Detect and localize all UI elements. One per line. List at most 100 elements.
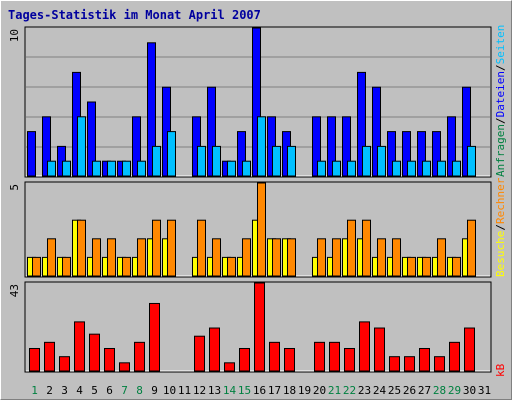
bar-anfragen <box>447 116 456 177</box>
day-label: 7 <box>121 384 128 397</box>
bar-kb <box>74 321 85 372</box>
bar-kb <box>344 347 355 372</box>
bar-dateien <box>437 160 446 177</box>
bar-rechner <box>392 238 401 277</box>
bar-dateien <box>422 160 431 177</box>
bar-dateien <box>317 160 326 177</box>
bar-rechner <box>272 238 281 277</box>
day-label: 13 <box>208 384 221 397</box>
bar-kb <box>119 362 130 372</box>
bar-anfragen <box>147 42 156 177</box>
bar-anfragen <box>27 131 36 177</box>
bar-kb <box>284 347 295 372</box>
bar-rechner <box>407 256 416 277</box>
bar-rechner <box>212 238 221 277</box>
day-label: 26 <box>403 384 416 397</box>
day-label: 22 <box>343 384 356 397</box>
bar-dateien <box>227 160 236 177</box>
day-label: 28 <box>433 384 446 397</box>
bar-anfragen <box>252 27 261 177</box>
bar-rechner <box>32 256 41 277</box>
bar-rechner <box>362 219 371 277</box>
bar-kb <box>254 282 265 372</box>
bar-dateien <box>152 145 161 177</box>
day-label: 27 <box>418 384 431 397</box>
day-label: 10 <box>163 384 176 397</box>
day-label: 9 <box>151 384 158 397</box>
bar-anfragen <box>432 131 441 177</box>
bar-dateien <box>77 116 86 177</box>
bar-dateien <box>392 160 401 177</box>
day-label: 30 <box>463 384 476 397</box>
bar-kb <box>194 335 205 372</box>
chart-title: Tages-Statistik im Monat April 2007 <box>8 8 261 22</box>
y-max-label-top: 10 <box>8 29 21 42</box>
day-label: 31 <box>478 384 491 397</box>
bar-kb <box>29 347 40 372</box>
bar-kb <box>404 356 415 372</box>
bar-kb <box>374 327 385 372</box>
day-label: 19 <box>298 384 311 397</box>
legend-top: Anfragen/Dateien/Seiten <box>494 25 507 177</box>
bar-kb <box>329 341 340 372</box>
bar-kb <box>389 356 400 372</box>
bar-anfragen <box>237 131 246 177</box>
bar-kb <box>239 347 250 372</box>
bar-anfragen <box>462 86 471 177</box>
bar-kb <box>449 341 460 372</box>
bar-rechner <box>122 256 131 277</box>
bar-kb <box>149 302 160 372</box>
bar-kb <box>314 341 325 372</box>
bar-kb <box>434 356 445 372</box>
bar-rechner <box>107 238 116 277</box>
bar-dateien <box>467 145 476 177</box>
bar-rechner <box>452 256 461 277</box>
day-label: 25 <box>388 384 401 397</box>
bar-rechner <box>197 219 206 277</box>
bar-anfragen <box>417 131 426 177</box>
bar-anfragen <box>387 131 396 177</box>
day-label: 2 <box>46 384 53 397</box>
bar-kb <box>419 347 430 372</box>
bar-anfragen <box>402 131 411 177</box>
bar-rechner <box>467 219 476 277</box>
bar-rechner <box>227 256 236 277</box>
bar-anfragen <box>87 101 96 177</box>
legend-entry: / <box>494 64 507 71</box>
day-label: 21 <box>328 384 341 397</box>
bar-rechner <box>167 219 176 277</box>
bar-kb <box>134 341 145 372</box>
bar-rechner <box>242 238 251 277</box>
y-max-label-middle: 5 <box>8 184 21 191</box>
bar-rechner <box>332 238 341 277</box>
legend-entry: kB <box>494 363 507 377</box>
bar-rechner <box>92 238 101 277</box>
bar-dateien <box>197 145 206 177</box>
legend-entry: Dateien <box>494 71 507 117</box>
bar-dateien <box>62 160 71 177</box>
bar-kb <box>224 362 235 372</box>
bar-kb <box>59 356 70 372</box>
day-label: 18 <box>283 384 296 397</box>
bar-anfragen <box>312 116 321 177</box>
day-label: 4 <box>76 384 83 397</box>
bar-dateien <box>362 145 371 177</box>
bar-kb <box>89 333 100 372</box>
legend-entry: Rechner <box>494 177 507 224</box>
bar-rechner <box>347 219 356 277</box>
bar-anfragen <box>342 116 351 177</box>
bar-dateien <box>332 160 341 177</box>
bar-rechner <box>287 238 296 277</box>
bar-dateien <box>452 160 461 177</box>
bar-kb <box>359 321 370 372</box>
legend-middle: Besuche/Rechner <box>494 177 507 277</box>
legend-entry: Besuche <box>494 231 507 277</box>
bar-rechner <box>62 256 71 277</box>
bar-anfragen <box>327 116 336 177</box>
bar-dateien <box>272 145 281 177</box>
day-label: 17 <box>268 384 281 397</box>
bar-kb <box>44 341 55 372</box>
day-label: 1 <box>31 384 38 397</box>
bar-kb <box>464 327 475 372</box>
